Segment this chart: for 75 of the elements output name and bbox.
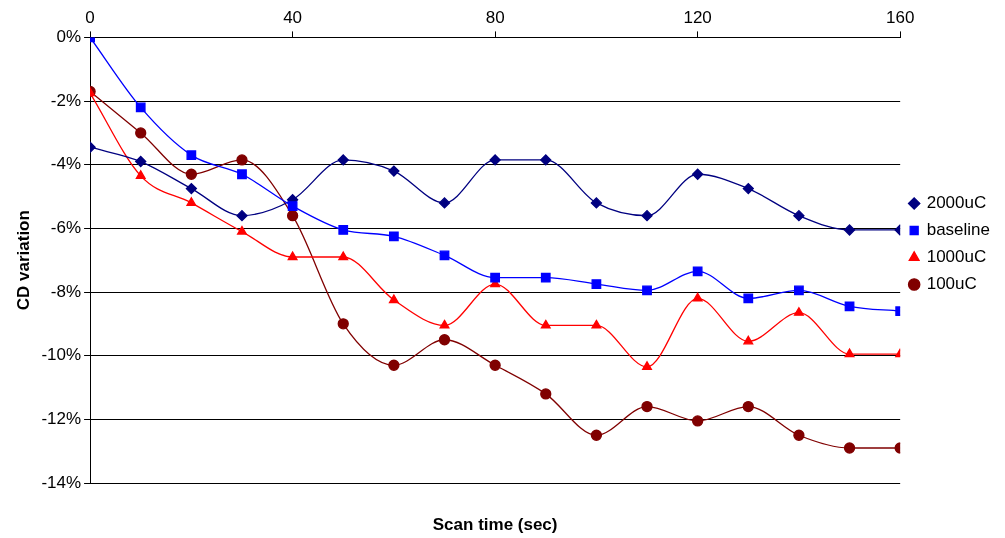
y-tick-label: -6% <box>50 218 82 238</box>
legend-label: 100uC <box>926 274 977 294</box>
point <box>692 415 704 427</box>
y-tick-label: -12% <box>41 409 82 429</box>
point <box>338 225 349 235</box>
point <box>642 285 652 296</box>
y-axis-title: CD variation <box>13 210 33 311</box>
point <box>388 359 400 371</box>
point <box>338 251 349 261</box>
y-tick-label: -10% <box>41 345 82 365</box>
point <box>641 209 653 222</box>
y-tick-label: -4% <box>50 154 82 174</box>
point <box>742 400 754 413</box>
point <box>692 168 704 180</box>
point <box>844 348 855 358</box>
point <box>237 169 247 180</box>
point <box>287 201 298 211</box>
point <box>793 429 805 441</box>
point <box>186 197 197 207</box>
point <box>185 182 197 195</box>
point <box>135 170 146 179</box>
point <box>641 400 653 413</box>
point <box>843 224 856 236</box>
legend-label: baseline <box>926 220 990 240</box>
x-axis-title: Scan time (sec) <box>432 514 558 534</box>
point <box>793 209 805 222</box>
point <box>237 225 247 235</box>
point <box>794 285 804 296</box>
point <box>540 388 552 400</box>
point <box>438 197 451 209</box>
point <box>743 335 754 345</box>
point <box>135 102 146 113</box>
y-tick-label: -8% <box>50 281 82 301</box>
point <box>540 319 551 329</box>
x-tick-label: 120 <box>683 7 712 27</box>
point <box>135 155 147 168</box>
point <box>590 197 603 209</box>
point <box>236 154 248 166</box>
point <box>337 154 349 166</box>
point <box>388 231 399 242</box>
x-tick-label: 80 <box>485 7 505 27</box>
point <box>642 361 652 370</box>
point <box>540 272 551 283</box>
point <box>742 182 754 195</box>
point <box>692 292 703 302</box>
point <box>236 209 248 222</box>
point <box>743 293 754 304</box>
legend-label: 1000uC <box>926 247 987 267</box>
legend-label: 2000uC <box>926 193 987 213</box>
point <box>388 165 400 177</box>
x-tick-label: 0 <box>85 7 95 27</box>
point <box>388 294 399 304</box>
point <box>591 319 602 329</box>
point <box>844 301 855 312</box>
point <box>591 279 602 289</box>
point <box>186 150 197 161</box>
point <box>793 307 804 316</box>
x-tick-label: 40 <box>283 7 303 27</box>
point <box>287 251 298 261</box>
point <box>590 429 603 441</box>
point <box>843 442 856 454</box>
point <box>185 168 197 180</box>
point <box>489 154 501 166</box>
x-tick-label: 160 <box>885 7 915 27</box>
point <box>490 272 501 283</box>
point <box>438 334 451 346</box>
point <box>540 154 552 166</box>
point <box>337 318 349 330</box>
point <box>439 319 450 329</box>
point <box>489 359 501 371</box>
y-tick-label: -2% <box>50 90 82 110</box>
point <box>135 127 147 139</box>
y-tick-label: 0% <box>56 27 82 47</box>
y-tick-label: -14% <box>41 472 82 492</box>
point <box>692 266 703 277</box>
